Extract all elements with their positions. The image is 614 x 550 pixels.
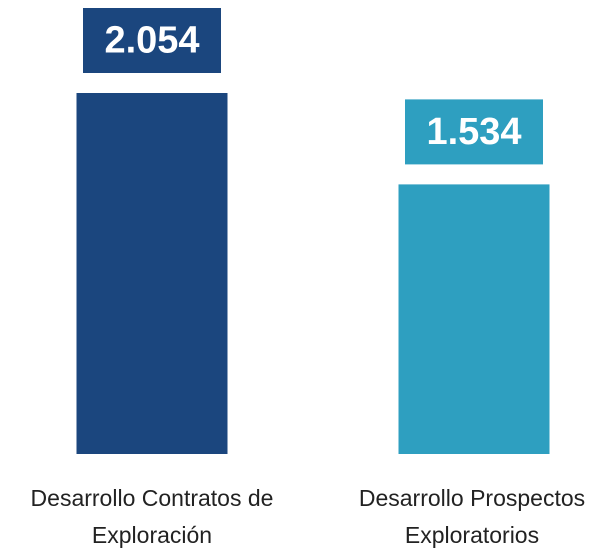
x-tick-label: Desarrollo Contratos de Exploración <box>30 485 274 548</box>
x-tick-label: Desarrollo Prospectos Exploratorios <box>358 485 586 548</box>
value-label-box <box>405 99 543 165</box>
value-label: 2.054 <box>104 20 199 62</box>
value-label: 1.534 <box>426 111 521 153</box>
value-label-box <box>83 8 221 73</box>
bar <box>76 93 228 454</box>
bar <box>398 184 550 455</box>
